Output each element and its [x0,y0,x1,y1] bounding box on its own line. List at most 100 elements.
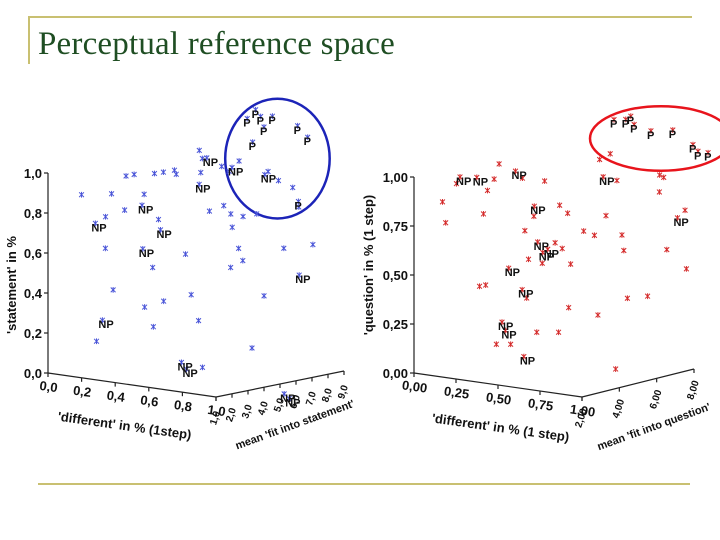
question-data-point [644,293,651,300]
question-data-point [612,366,619,372]
question-data-point [596,156,603,163]
question-data-point [476,283,483,290]
question-data-point [682,207,688,214]
question-data-point [493,341,500,348]
statement-z-tick-label: 4,0 [256,400,271,417]
question-x-tick-label: 0,00 [401,377,428,395]
statement-axes: 0,00,20,40,60,81,00,0 0,2 0,4 0,6 0,8 1,01,0 2… [24,97,351,427]
question-data-point [523,295,530,301]
question-data-point [507,341,514,348]
statement-data-point [296,204,302,210]
statement-data-point [249,345,255,351]
statement-point-label: NP [195,183,210,195]
statement-p-cluster-ellipse [223,97,331,220]
question-point-label: P [647,130,654,142]
question-data-point [534,239,541,245]
question-point-label: NP [673,217,688,229]
question-data-point [502,327,509,334]
statement-point-label: NP [285,398,300,410]
statement-z-tick-label: 5,0 [272,397,287,414]
statement-data-point [157,226,164,233]
question-point-label: NP [511,170,526,182]
statement-data-point [249,139,256,146]
statement-point-label: NP [98,319,113,331]
question-data-point [555,329,562,336]
statement-y-tick-label: 0,4 [24,286,43,301]
statement-data-point [228,211,234,217]
statement-x-tick-label: 0,8 [173,397,193,414]
statement-data-point [229,224,235,231]
statement-data-point [240,213,246,220]
question-data-point [544,246,551,253]
statement-data-point [199,155,206,162]
statement-point-label: P [249,141,256,153]
statement-point-label: NP [280,393,295,405]
statement-data-point [295,198,302,205]
question-data-point [619,232,625,238]
question-data-point [690,141,696,148]
statement-data-point [236,158,242,164]
question-point-label: NP [505,267,520,279]
statement-point-label: NP [139,248,154,260]
question-point-label: NP [544,248,559,260]
question-data-point [519,175,526,182]
question-point-label: P [704,152,711,164]
question-data-point [496,161,502,167]
statement-point-label: P [304,136,311,148]
question-point-label: P [630,124,637,136]
question-point-label: NP [501,329,516,341]
statement-data-point [296,272,302,278]
statement-data-point [123,173,129,179]
frame-top-line [28,16,692,18]
question-data-point [474,174,480,181]
question-data-point [614,177,620,184]
statement-data-point [218,163,225,170]
question-data-point [705,149,711,156]
question-x-tick-label: 0,75 [527,395,554,413]
statement-point-label: NP [156,229,171,241]
statement-data-point [253,210,260,217]
question-data-point [567,261,574,267]
statement-data-point [139,202,145,209]
statement-point-label: NP [138,204,153,216]
statement-point-label: NP [295,274,310,286]
question-x-axis-title: 'different' in % (1 step) [431,410,570,444]
question-data-point [656,172,663,178]
question-data-point [580,228,587,234]
statement-data-point [178,359,185,366]
statement-data-point [78,191,85,198]
question-y-tick-label: 0,25 [383,317,408,332]
question-data-point [600,173,606,180]
question-data-point [442,219,449,226]
question-data-point [541,178,548,184]
question-point-label: P [694,150,701,162]
question-point-label: NP [456,176,471,188]
statement-scatter-chart: 0,00,20,40,60,81,00,0 0,2 0,4 0,6 0,8 1,01,0 2… [4,97,356,452]
question-data-point [512,168,519,175]
question-p-cluster-ellipse [588,104,720,172]
statement-point-label: NP [182,368,197,380]
question-data-point [539,249,546,256]
statement-data-point [149,264,156,271]
question-data-point [564,210,571,217]
question-data-point [621,247,627,254]
question-x-tick-label: 1,00 [569,401,596,419]
statement-z-tick-label: 2,0 [224,406,239,423]
statement-x-tick-label: 0,6 [139,392,159,409]
question-scatter-chart: 0,00 0,25 0,50 0,75 1,00 0,00 0,25 0,50 0,75 1,00… [361,104,720,453]
question-data-point [591,232,598,239]
question-data-point [631,121,637,128]
statement-z-tick-label: 3,0 [240,403,255,420]
question-data-point [522,227,528,234]
question-point-label: NP [530,205,545,217]
question-z-axis-line [581,368,695,398]
statement-data-point [261,124,267,130]
statement-y-tick-label: 1,0 [24,166,42,181]
question-data-point [453,180,460,187]
question-data-point [519,286,525,293]
question-data-point [670,127,676,133]
question-data-point [531,203,538,210]
statement-data-point [199,364,206,371]
question-data-point [660,174,667,181]
